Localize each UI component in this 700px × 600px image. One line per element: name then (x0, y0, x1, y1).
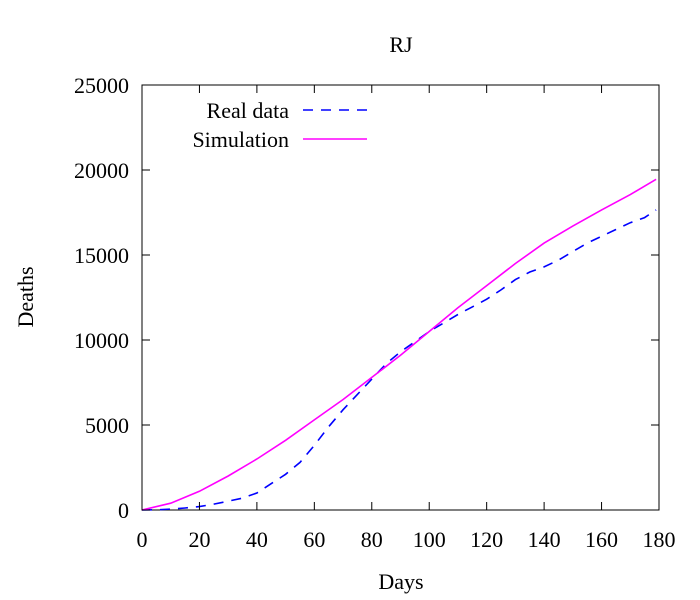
legend: Real data Simulation (192, 98, 367, 152)
x-tick-label: 80 (361, 527, 383, 552)
x-tick-label: 140 (528, 527, 561, 552)
x-axis-title: Days (378, 569, 423, 594)
series-line-simulation (141, 178, 657, 511)
y-tick-label: 25000 (74, 73, 129, 98)
y-tick-label: 15000 (74, 243, 129, 268)
chart-title: RJ (389, 32, 413, 57)
x-tick-label: 180 (643, 527, 676, 552)
x-tick-label: 40 (246, 527, 268, 552)
x-tick-label: 160 (585, 527, 618, 552)
plot-frame (141, 84, 660, 511)
plot-border (141, 84, 660, 511)
x-tick-label: 20 (188, 527, 210, 552)
series-line-real-data (141, 209, 657, 511)
y-tick-label: 10000 (74, 328, 129, 353)
legend-label-simulation: Simulation (192, 127, 289, 152)
x-tick-label: 60 (303, 527, 325, 552)
y-tick-label: 20000 (74, 158, 129, 183)
legend-label-real-data: Real data (207, 98, 290, 123)
series-layer (141, 178, 657, 511)
y-axis-title: Deaths (13, 266, 38, 327)
y-tick-label: 0 (118, 498, 129, 523)
y-tick-label: 5000 (85, 413, 129, 438)
x-tick-label: 100 (413, 527, 446, 552)
ticks-layer: 0 20 40 60 80 100 120 140 160 180 0 5000 10000 15000 2… (74, 73, 676, 552)
x-tick-label: 0 (137, 527, 148, 552)
x-tick-label: 120 (470, 527, 503, 552)
